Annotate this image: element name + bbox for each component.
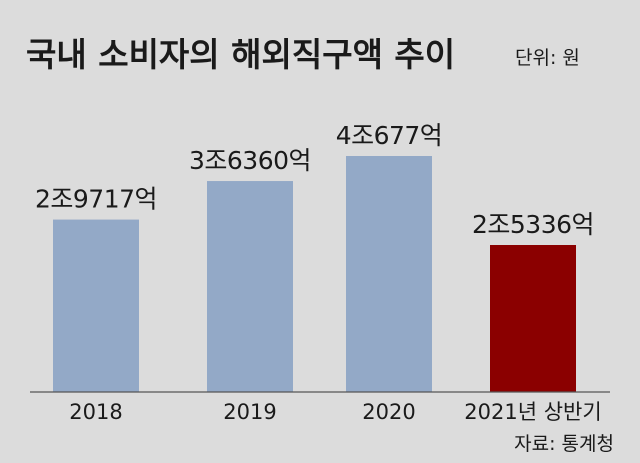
value-label-1: 2조9717억 — [35, 185, 157, 214]
category-label-2: 2019 — [223, 400, 276, 424]
category-label-4: 2021년 상반기 — [464, 400, 601, 424]
chart-title: 국내 소비자의 해외직구액 추이 — [26, 35, 455, 74]
bar-4 — [490, 245, 576, 392]
bar-2 — [207, 181, 293, 392]
category-label-3: 2020 — [362, 400, 415, 424]
value-label-4: 2조5336억 — [472, 210, 594, 239]
bar-3 — [346, 156, 432, 392]
bars-group: 2조9717억 3조6360억 4조677억 2조5336억 — [35, 121, 595, 392]
category-labels: 2018 2019 2020 2021년 상반기 — [69, 400, 601, 424]
value-label-2: 3조6360억 — [189, 146, 311, 175]
value-label-3: 4조677억 — [336, 121, 443, 150]
source-note: 자료: 통계청 — [514, 433, 614, 455]
category-label-1: 2018 — [69, 400, 122, 424]
bar-1 — [53, 219, 139, 392]
unit-note: 단위: 원 — [515, 47, 580, 69]
